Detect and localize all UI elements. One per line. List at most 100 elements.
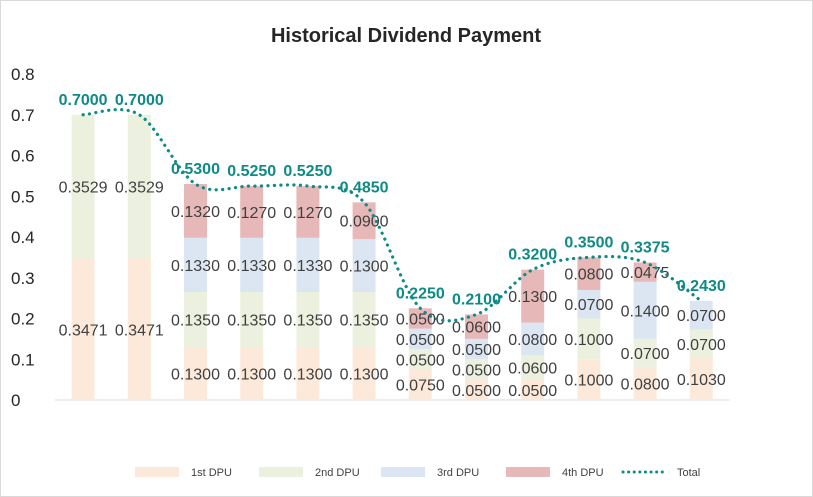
y-tick-label: 0 [11,391,20,410]
data-label: 0.1350 [171,313,220,330]
bar-segment [127,114,151,259]
legend-swatch [381,467,425,477]
total-label: 0.7000 [59,92,108,109]
bar-segment [240,237,264,293]
bar-segment [296,347,320,400]
bar-segment [408,328,432,350]
total-label: 0.4850 [340,179,389,196]
bar-segment [184,347,207,400]
data-label: 0.1350 [340,313,389,330]
data-label: 0.1270 [227,205,276,222]
total-label: 0.2250 [396,285,445,302]
data-label: 0.0475 [621,265,670,282]
data-label: 0.0500 [396,312,445,329]
data-label: 0.1400 [621,303,670,320]
legend: 1st DPU 2nd DPU 3rd DPU 4th DPU Total [135,467,700,479]
data-label: 0.3471 [59,322,108,339]
bar-segment [352,347,376,400]
bar-segment [521,379,545,400]
total-label: 0.2430 [677,278,726,295]
bar-segment [71,258,95,400]
bar-segment [521,269,545,323]
data-label: 0.1000 [564,373,613,390]
bar-segment [184,292,207,348]
total-label: 0.5300 [171,161,220,178]
data-label: 0.1000 [564,332,613,349]
bar-segment [465,314,488,339]
bar-segment [127,258,151,400]
y-tick-label: 0.1 [11,350,35,369]
bar-segment [633,338,657,368]
data-label: 0.1330 [227,258,276,275]
data-label: 0.0500 [396,352,445,369]
legend-swatch [506,467,550,477]
data-label: 0.1300 [508,289,557,306]
bar-segment [633,281,657,339]
data-label: 0.0600 [508,360,557,377]
total-label: 0.3500 [564,234,613,251]
data-label: 0.0500 [452,383,501,400]
total-label: 0.5250 [283,163,332,180]
chart-title: Historical Dividend Payment [271,25,541,47]
data-label: 0.0500 [452,342,501,359]
total-label: 0.3375 [621,239,670,256]
bar-segment [577,359,601,400]
data-label: 0.0750 [396,378,445,395]
data-label: 0.1300 [171,367,220,384]
legend-label: Total [677,467,700,479]
bar-segment [633,367,657,400]
bar-segment [240,292,264,348]
bar-segment [240,186,264,238]
y-tick-label: 0.8 [11,65,35,84]
bar-segment [521,355,545,380]
bar-segment [296,292,320,348]
bar-segment [465,359,488,380]
data-label: 0.0700 [621,346,670,363]
bar-segment [465,338,488,360]
data-label: 0.1300 [340,367,389,384]
legend-swatch [135,467,179,477]
y-tick-label: 0.2 [11,310,35,329]
total-label: 0.5250 [227,163,276,180]
bar-segment [240,347,264,400]
bar-segment [633,262,657,282]
bar-segment [689,358,713,400]
bar-segment [408,369,432,400]
data-label: 0.3529 [115,180,164,197]
data-label: 0.1320 [171,204,220,221]
data-label: 0.0700 [677,337,726,354]
bar-segment [296,237,320,293]
data-label: 0.3529 [59,180,108,197]
data-label: 0.0500 [508,383,557,400]
data-label: 0.0800 [508,332,557,349]
bar-segment [521,322,545,356]
data-label: 0.0600 [452,320,501,337]
bar-segment [577,257,601,290]
y-tick-label: 0.4 [11,228,35,247]
data-label: 0.1300 [340,259,389,276]
bar-segment [408,349,432,370]
data-label: 0.0700 [677,308,726,325]
total-line [81,108,703,323]
y-tick-label: 0.3 [11,269,35,288]
data-label: 0.0800 [564,267,613,284]
bar-segment [689,300,713,330]
total-label: 0.2100 [452,291,501,308]
y-tick-label: 0.7 [11,106,35,125]
data-label: 0.1350 [227,313,276,330]
data-label: 0.1270 [283,205,332,222]
legend-label: 4th DPU [562,467,604,479]
legend-swatch [259,467,303,477]
legend-label: 1st DPU [191,467,232,479]
data-label: 0.0800 [621,377,670,394]
legend-label: 2nd DPU [315,467,360,479]
bar-segment [184,237,207,293]
bar-segment [352,239,376,293]
data-label: 0.0500 [396,332,445,349]
data-label: 0.0900 [340,214,389,231]
legend-label: 3rd DPU [437,467,479,479]
bar-segment [352,292,376,348]
y-tick-label: 0.5 [11,187,35,206]
